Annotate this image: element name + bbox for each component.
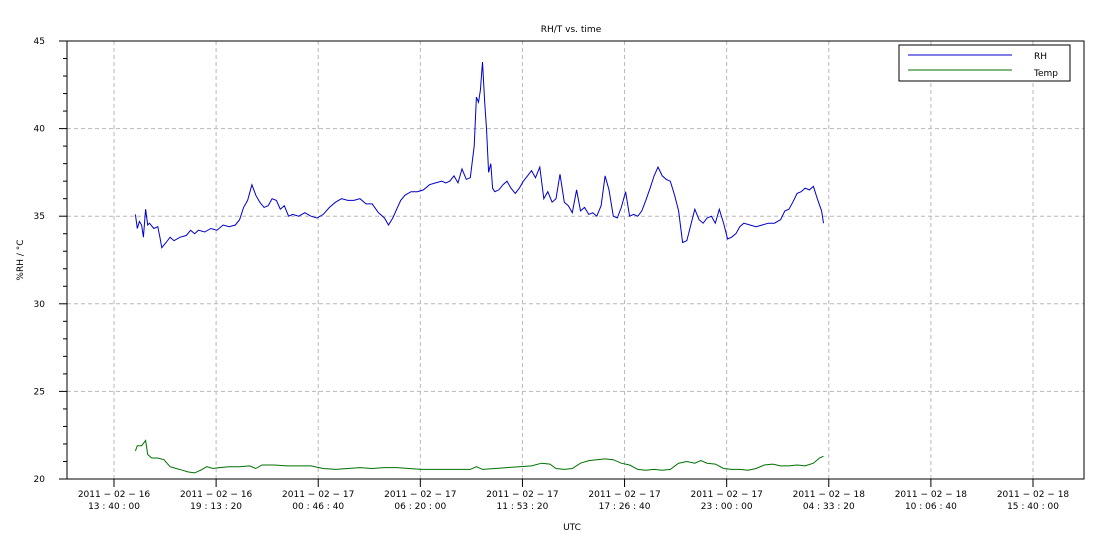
y-tick-label: 20 (34, 475, 46, 485)
x-tick-label-date: 2011 − 02 − 17 (690, 490, 762, 500)
x-axis-label: UTC (563, 523, 581, 533)
x-tick-label-date: 2011 − 02 − 17 (486, 490, 558, 500)
series-layer (134, 61, 824, 474)
x-tick-label-time: 00 : 46 : 40 (292, 502, 344, 512)
legend-box (898, 44, 1071, 82)
y-tick-label: 30 (34, 300, 46, 310)
x-tick-label-date: 2011 − 02 − 17 (588, 490, 660, 500)
x-tick-label-time: 11 : 53 : 20 (497, 502, 549, 512)
legend-label-rh: RH (1034, 52, 1047, 62)
x-tick-label-date: 2011 − 02 − 18 (997, 490, 1070, 500)
plot-frame (66, 40, 1085, 480)
x-tick-label-date: 2011 − 02 − 16 (78, 490, 151, 500)
x-tick-label-date: 2011 − 02 − 16 (180, 490, 253, 500)
x-tick-label-date: 2011 − 02 − 18 (895, 490, 968, 500)
x-tick-label-time: 13 : 40 : 00 (88, 502, 140, 512)
x-tick-label-date: 2011 − 02 − 18 (793, 490, 866, 500)
y-tick-label: 25 (34, 387, 45, 397)
x-tick-label-time: 10 : 06 : 40 (905, 502, 957, 512)
series-line-temp (134, 439, 824, 474)
y-tick-label: 35 (34, 212, 45, 222)
x-tick-label-time: 23 : 00 : 00 (701, 502, 753, 512)
chart-title: RH/T vs. time (541, 25, 602, 35)
legend-label-temp: Temp (1033, 69, 1058, 79)
y-tick-label: 45 (34, 37, 45, 47)
x-tick-label-time: 17 : 26 : 40 (599, 502, 651, 512)
grid (67, 41, 1084, 479)
x-tick-label-time: 15 : 40 : 00 (1007, 502, 1059, 512)
legend: RH Temp (898, 44, 1071, 82)
series-line-rh (134, 61, 824, 249)
x-tick-label-time: 19 : 13 : 20 (190, 502, 242, 512)
x-tick-label-date: 2011 − 02 − 17 (282, 490, 354, 500)
x-tick-label-time: 04 : 33 : 20 (803, 502, 855, 512)
x-tick-label-time: 06 : 20 : 00 (394, 502, 446, 512)
y-axis-label: %RH / °C (16, 239, 26, 280)
ticks: 20 25 30 35 40 45 2011 − 02 − 16 13 : 40 : 00 20… (34, 37, 1070, 512)
x-tick-label-date: 2011 − 02 − 17 (384, 490, 456, 500)
y-tick-label: 40 (34, 125, 46, 135)
